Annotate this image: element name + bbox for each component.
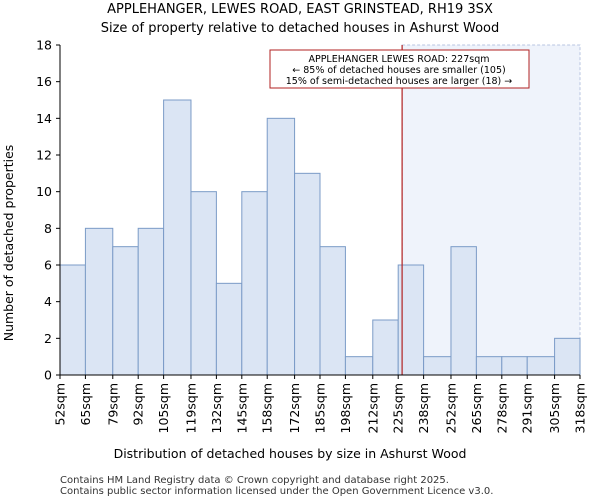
x-tick-label: 212sqm: [365, 383, 380, 433]
histogram-bar: [423, 356, 452, 376]
chart-subtitle: Size of property relative to detached ho…: [101, 21, 500, 36]
y-tick-label: 18: [36, 38, 52, 53]
x-tick-label: 132sqm: [209, 383, 224, 433]
histogram-bar: [501, 356, 528, 376]
y-ticks-layer: 0 2 4 6 8 10 12 14 16 18: [36, 38, 60, 383]
larger-than-property-region: [401, 44, 581, 376]
x-tick-label: 172sqm: [287, 383, 302, 433]
annotation-line-2: ← 85% of detached houses are smaller (10…: [292, 65, 505, 76]
histogram-bar: [554, 337, 581, 376]
histogram-bar: [294, 172, 321, 376]
histogram-bar: [241, 191, 268, 376]
bars-layer: [59, 99, 581, 376]
histogram-bar: [475, 356, 503, 376]
histogram-bar: [319, 246, 346, 376]
x-tick-label: 52sqm: [53, 383, 68, 426]
x-tick-label: 158sqm: [260, 383, 275, 433]
y-tick-label: 4: [44, 294, 52, 309]
annotation-line-1: APPLEHANGER LEWES ROAD: 227sqm: [308, 54, 489, 65]
y-tick-label: 16: [36, 74, 52, 89]
x-tick-label: 278sqm: [494, 383, 509, 433]
histogram-bar: [450, 246, 477, 376]
x-tick-label: 198sqm: [338, 383, 353, 433]
x-tick-label: 318sqm: [573, 383, 588, 433]
histogram-bar: [59, 264, 86, 376]
chart-title: APPLEHANGER, LEWES ROAD, EAST GRINSTEAD,…: [107, 2, 493, 17]
footer-line-1: Contains HM Land Registry data © Crown c…: [60, 475, 449, 486]
histogram-bar: [266, 117, 296, 376]
y-tick-label: 6: [44, 258, 52, 273]
x-tick-label: 79sqm: [105, 383, 120, 426]
x-tick-label: 92sqm: [131, 383, 146, 426]
x-tick-label: 105sqm: [156, 383, 171, 433]
y-tick-label: 2: [44, 331, 52, 346]
x-tick-label: 305sqm: [547, 383, 562, 433]
footer-line-2: Contains public sector information licen…: [60, 486, 493, 497]
y-tick-label: 0: [44, 368, 52, 383]
histogram-bar: [112, 246, 139, 376]
highlight-region-layer: [401, 44, 581, 376]
x-tick-label: 119sqm: [183, 383, 198, 433]
histogram-bar: [215, 282, 243, 376]
histogram-bar: [372, 319, 399, 376]
x-tick-label: 238sqm: [416, 383, 431, 433]
histogram-bar: [526, 356, 556, 376]
histogram-bar: [84, 227, 114, 376]
annotation: APPLEHANGER LEWES ROAD: 227sqm ← 85% of …: [269, 49, 530, 89]
annotation-box: [269, 49, 530, 89]
x-axis-label: Distribution of detached houses by size …: [114, 446, 467, 461]
x-tick-label: 145sqm: [234, 383, 249, 433]
x-tick-label: 225sqm: [391, 383, 406, 433]
histogram-bar: [344, 356, 374, 376]
y-axis-label: Number of detached properties: [1, 145, 16, 342]
x-tick-label: 252sqm: [443, 383, 458, 433]
y-tick-label: 14: [36, 111, 52, 126]
y-tick-label: 8: [44, 221, 52, 236]
y-tick-label: 12: [36, 148, 52, 163]
x-tick-label: 265sqm: [469, 383, 484, 433]
x-tick-label: 65sqm: [78, 383, 93, 426]
annotation-line-3: 15% of semi-detached houses are larger (…: [286, 76, 513, 87]
histogram-bar: [137, 227, 165, 376]
x-ticks-layer: 52sqm 65sqm 79sqm 92sqm 105sqm 119sqm 132sqm 14…: [53, 375, 588, 433]
histogram-bar: [190, 191, 217, 376]
y-tick-label: 10: [36, 184, 52, 199]
x-tick-label: 185sqm: [313, 383, 328, 433]
histogram-bar: [163, 99, 192, 376]
x-tick-label: 291sqm: [520, 383, 535, 433]
